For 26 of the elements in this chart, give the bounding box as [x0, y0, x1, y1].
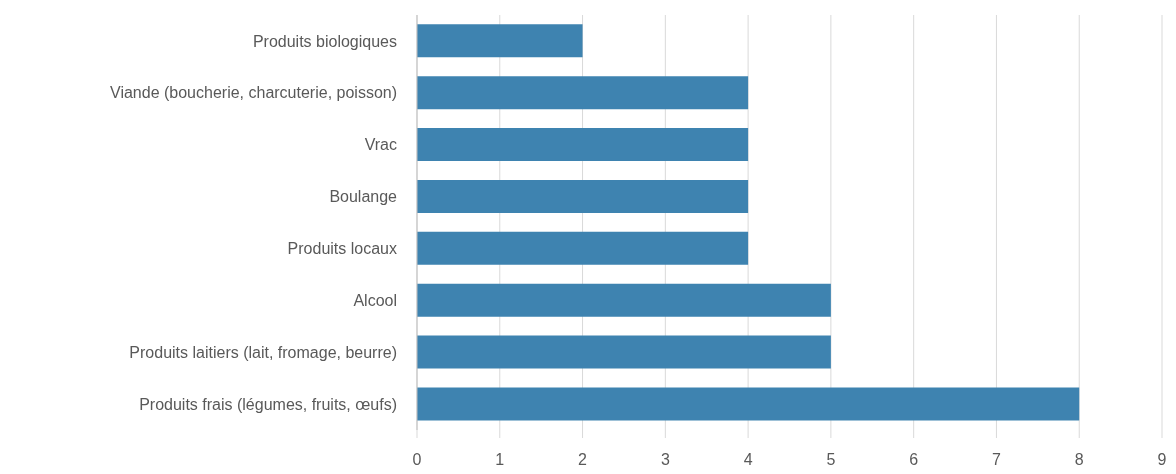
x-tick-label: 9: [1157, 451, 1167, 469]
y-tick-label: Vrac: [364, 136, 397, 154]
bar: [417, 24, 583, 58]
y-tick-label: Boulange: [329, 188, 398, 206]
y-tick-label: Produits laitiers (lait, fromage, beurre): [129, 343, 397, 361]
x-tick-label: 7: [991, 451, 1001, 469]
y-tick-label: Produits biologiques: [252, 32, 397, 50]
y-tick-label: Viande (boucherie, charcuterie, poisson): [110, 84, 397, 102]
bar: [417, 76, 749, 110]
y-tick-label: Alcool: [353, 291, 397, 309]
bar: [417, 179, 749, 213]
bar: [417, 283, 831, 317]
x-tick-label: 3: [660, 451, 670, 469]
y-tick-label: Produits locaux: [287, 240, 397, 258]
bar: [417, 231, 749, 265]
bar: [417, 387, 1080, 421]
y-tick-label: Produits frais (légumes, fruits, œufs): [139, 395, 397, 413]
x-tick-label: 8: [1074, 451, 1084, 469]
x-tick-label: 2: [578, 451, 588, 469]
x-tick-label: 6: [909, 451, 919, 469]
bar: [417, 128, 749, 162]
x-tick-label: 1: [495, 451, 505, 469]
x-tick-label: 0: [412, 451, 422, 469]
bar: [417, 335, 831, 369]
x-tick-label: 4: [743, 451, 753, 469]
x-tick-label: 5: [826, 451, 836, 469]
